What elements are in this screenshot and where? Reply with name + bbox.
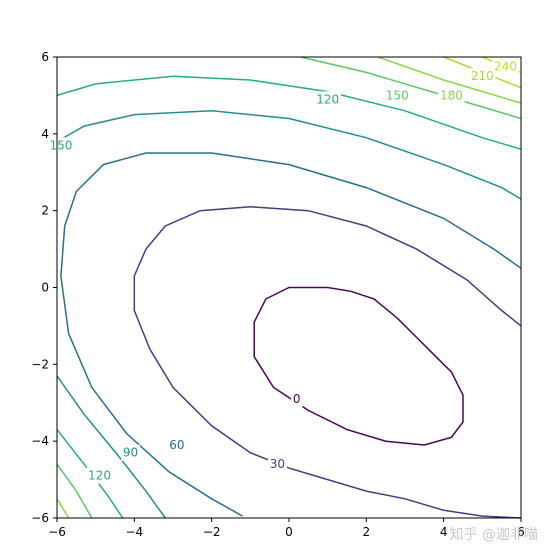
x-tick-label: 2	[363, 525, 371, 539]
y-tick-label: 0	[41, 281, 49, 295]
contour-line-60	[60, 152, 522, 277]
contour-label-30: 30	[270, 457, 285, 471]
contour-label-60: 60	[169, 438, 184, 452]
contour-label-30-bg	[267, 456, 287, 473]
x-axis-ticks: −6 −4 −2 0 2 4 6	[48, 518, 525, 539]
contour-line-180-b	[56, 498, 70, 519]
y-tick-label: −2	[31, 357, 49, 371]
contour-label-90-bg	[121, 444, 140, 461]
contour-line-90	[56, 110, 522, 200]
x-tick-label: −4	[125, 525, 143, 539]
contour-label-extra-1: 150	[49, 138, 72, 152]
contour-label-extra-0: 120	[316, 92, 339, 106]
contour-line-30	[133, 206, 522, 327]
contour-line-90-b	[56, 375, 166, 519]
y-tick-label: 6	[41, 50, 49, 64]
contour-label-90: 90	[123, 446, 138, 460]
y-tick-label: −4	[31, 434, 49, 448]
contour-label-150: 150	[386, 88, 409, 102]
x-tick-label: 0	[285, 525, 293, 539]
contour-line-150	[300, 56, 522, 120]
contour-label-180-bg	[438, 87, 465, 104]
watermark: 知乎 @迦非喵	[449, 527, 538, 543]
contour-label-120-bg	[86, 467, 113, 484]
contour-label-210: 210	[471, 69, 494, 83]
x-tick-label: 4	[440, 525, 448, 539]
contour-label-240: 240	[494, 60, 517, 74]
contour-label-extra-0-bg	[314, 91, 341, 108]
contour-line-30-b	[133, 276, 522, 519]
y-tick-label: 4	[41, 127, 49, 141]
x-tick-label: −2	[203, 525, 221, 539]
contour-line-0	[253, 286, 464, 446]
contour-line-180	[377, 56, 522, 104]
contour-label-240-bg	[492, 58, 519, 75]
contour-label-120: 120	[88, 469, 111, 483]
y-axis-ticks: −6 −4 −2 0 2 4 6	[31, 50, 57, 525]
y-tick-label: −6	[31, 511, 49, 525]
contour-line-150-b	[56, 463, 93, 519]
contour-line-120	[56, 75, 522, 150]
contour-label-0-bg	[291, 390, 303, 407]
contour-label-150-bg	[384, 87, 411, 104]
x-tick-label: 6	[517, 525, 525, 539]
contour-label-180: 180	[440, 88, 463, 102]
contour-label-extra-1-bg	[47, 137, 75, 154]
contour-line-60-b	[60, 275, 243, 517]
contour-label-0: 0	[293, 392, 301, 406]
contour-label-60-bg	[167, 437, 187, 453]
x-tick-label: −6	[48, 525, 66, 539]
y-tick-label: 2	[41, 204, 49, 218]
contour-label-210-bg	[469, 68, 496, 85]
